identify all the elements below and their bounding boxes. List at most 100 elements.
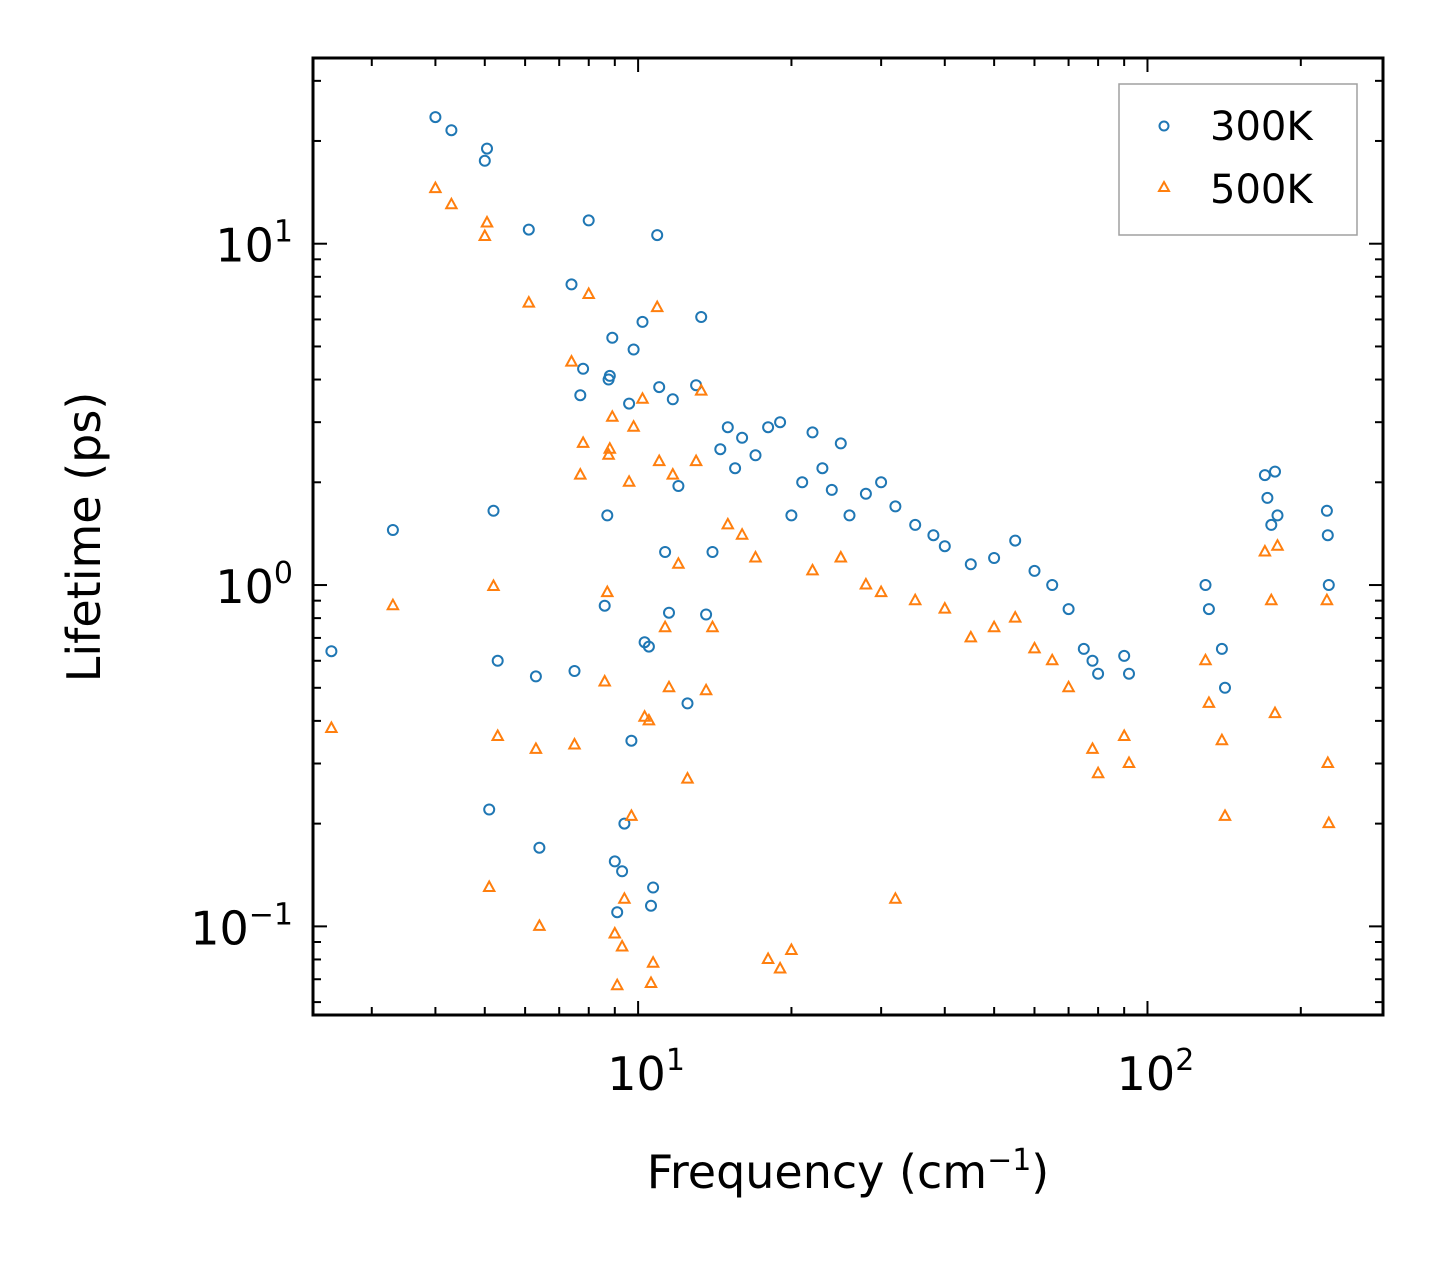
axis-tick-labels: 101 102 10−1 100 101	[190, 215, 1194, 1101]
data-point-300k	[1322, 579, 1335, 591]
series-300k-points	[325, 111, 1335, 919]
data-point-500k	[635, 391, 650, 404]
data-point-300k	[1118, 649, 1131, 662]
data-point-500k	[689, 453, 703, 467]
data-point-500k	[324, 720, 339, 733]
data-point-300k	[1009, 534, 1022, 547]
data-point-500k	[748, 549, 763, 563]
data-point-500k	[573, 467, 588, 480]
data-point-300k	[623, 397, 636, 410]
data-point-300k	[522, 223, 535, 236]
data-point-500k	[1045, 652, 1060, 666]
data-point-300k	[695, 311, 708, 323]
data-point-500k	[626, 419, 641, 432]
data-point-300k	[618, 817, 631, 830]
data-point-500k	[908, 592, 923, 606]
data-point-500k	[720, 516, 735, 530]
data-point-300k	[927, 529, 940, 542]
data-point-500k	[600, 584, 615, 598]
data-point-500k	[521, 295, 536, 308]
data-point-300k	[606, 331, 619, 344]
data-point-500k	[1117, 728, 1132, 741]
y-tick-label: 100	[215, 556, 293, 614]
data-point-500k	[680, 771, 695, 784]
data-point-500k	[617, 891, 632, 904]
data-point-300k	[1199, 579, 1212, 591]
data-point-500k	[607, 925, 622, 939]
x-tick-label: 102	[1117, 1043, 1195, 1101]
data-point-500k	[658, 619, 672, 633]
data-point-500k	[1320, 592, 1334, 606]
data-point-300k	[774, 416, 787, 429]
data-point-300k	[1123, 667, 1135, 680]
data-point-500k	[532, 918, 547, 931]
x-axis-title: Frequency (cm−1)	[647, 1143, 1050, 1199]
data-point-500k	[1027, 640, 1042, 654]
data-point-300k	[1261, 491, 1274, 504]
data-point-500k	[665, 467, 680, 480]
data-point-500k	[597, 673, 612, 687]
data-point-500k	[1061, 679, 1076, 693]
data-point-300k	[666, 393, 679, 406]
data-point-300k	[736, 431, 749, 444]
data-point-300k	[714, 443, 727, 456]
data-point-500k	[1215, 732, 1229, 746]
data-point-300k	[843, 509, 856, 522]
data-point-300k	[645, 899, 657, 912]
y-tick-label: 10−1	[190, 897, 293, 955]
data-point-300k	[729, 462, 742, 475]
series-500k-points	[324, 180, 1336, 991]
data-point-300k	[574, 389, 587, 402]
data-point-300k	[636, 315, 649, 328]
data-point-500k	[1202, 695, 1216, 708]
y-tick-label: 101	[215, 215, 293, 273]
data-point-500k	[477, 228, 492, 241]
data-point-300k	[663, 606, 675, 619]
data-point-500k	[576, 435, 590, 448]
data-point-500k	[567, 736, 582, 750]
plot-frame	[311, 56, 1385, 1017]
data-point-500k	[644, 975, 658, 988]
data-point-300k	[1258, 469, 1271, 482]
legend-300k-marker	[1158, 120, 1170, 132]
y-axis-title: Lifetime (ps)	[57, 392, 111, 683]
data-point-500k	[428, 180, 443, 194]
data-point-300k	[1028, 564, 1041, 577]
data-point-500k	[624, 808, 639, 821]
data-point-500k	[486, 578, 501, 591]
data-point-300k	[1321, 529, 1334, 542]
data-point-300k	[1086, 654, 1099, 667]
data-point-500k	[480, 214, 494, 228]
data-point-300k	[964, 558, 977, 571]
data-point-300k	[616, 865, 629, 878]
data-point-500k	[1270, 538, 1285, 551]
data-point-500k	[490, 728, 505, 741]
data-point-300k	[659, 546, 672, 558]
data-point-300k	[651, 229, 664, 242]
axis-ticks	[313, 58, 1383, 1015]
data-point-300k	[1265, 518, 1278, 531]
data-point-300k	[568, 665, 581, 677]
data-point-500k	[1122, 755, 1136, 768]
data-point-500k	[874, 584, 888, 598]
data-point-300k	[627, 343, 640, 356]
data-point-300k	[889, 500, 902, 513]
data-point-300k	[491, 654, 504, 667]
data-point-500k	[605, 409, 620, 422]
data-point-300k	[478, 154, 491, 167]
data-point-300k	[483, 803, 496, 816]
data-point-300k	[749, 449, 762, 462]
data-point-300k	[706, 546, 719, 558]
data-point-300k	[1269, 465, 1281, 478]
data-point-300k	[681, 697, 694, 710]
data-point-500k	[833, 549, 848, 563]
data-point-300k	[1271, 509, 1284, 522]
data-point-500k	[581, 286, 596, 299]
data-point-300k	[816, 462, 829, 475]
data-point-500k	[652, 453, 667, 467]
x-tick-label: 101	[607, 1043, 685, 1101]
data-point-500k	[859, 576, 873, 590]
data-point-300k	[785, 509, 798, 522]
data-point-500k	[805, 562, 820, 576]
data-point-300k	[988, 552, 1001, 564]
